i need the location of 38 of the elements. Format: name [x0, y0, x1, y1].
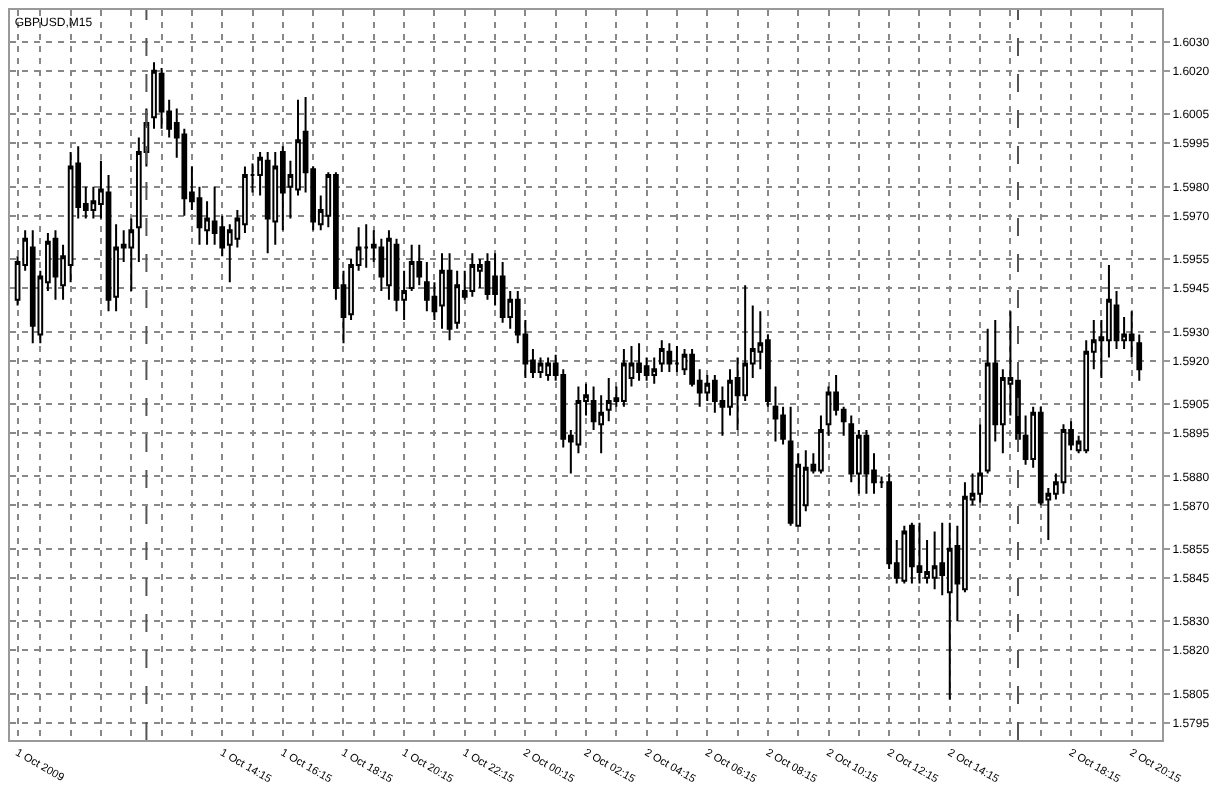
candlestick — [901, 524, 908, 585]
candlestick — [484, 252, 491, 301]
candlestick — [909, 521, 915, 585]
candlestick — [636, 342, 642, 382]
candlestick — [666, 342, 673, 374]
candlestick — [363, 223, 370, 269]
candlestick — [658, 339, 665, 374]
candlestick — [605, 376, 612, 423]
candlestick — [128, 217, 135, 292]
candlestick — [378, 237, 385, 292]
candlestick — [537, 356, 544, 379]
candlestick — [423, 261, 430, 313]
candlestick — [272, 150, 279, 246]
candlestick — [545, 356, 551, 382]
candlestick — [499, 261, 506, 324]
candlestick — [931, 530, 938, 591]
candlestick — [984, 327, 991, 475]
candlestick — [469, 252, 476, 298]
candlestick — [651, 356, 658, 385]
candlestick — [621, 347, 627, 408]
candlestick — [393, 237, 400, 313]
candlestick — [818, 414, 824, 475]
candlestick — [863, 429, 870, 495]
candlestick — [29, 229, 36, 345]
candlestick — [446, 252, 453, 342]
candlestick — [598, 394, 605, 455]
candlestick — [264, 150, 271, 255]
candlestick — [408, 243, 415, 292]
candlestick — [787, 405, 794, 527]
candlestick — [946, 521, 953, 701]
candlestick — [158, 66, 165, 130]
candlestick — [151, 61, 157, 130]
candlestick — [52, 229, 59, 301]
candlestick — [1060, 423, 1067, 495]
candlestick — [674, 345, 680, 374]
candlestick — [916, 521, 923, 585]
candlestick — [416, 243, 423, 287]
candlestick — [977, 423, 983, 504]
